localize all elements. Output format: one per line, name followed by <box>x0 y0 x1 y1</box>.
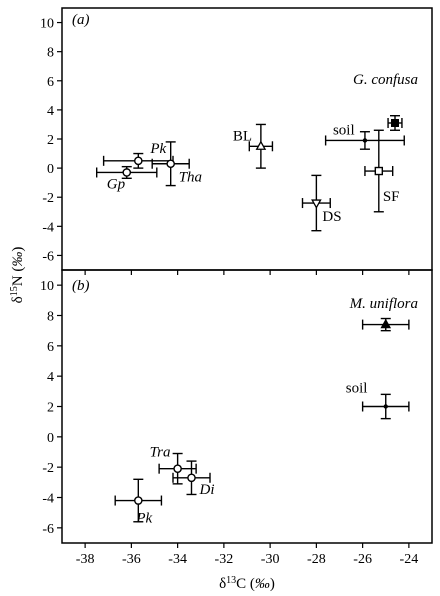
dot-marker <box>383 404 388 409</box>
triangle-marker <box>380 318 392 329</box>
y-axis-title: δ15N (‰) <box>9 247 27 304</box>
circle-marker <box>134 496 143 505</box>
y-tick-label: 0 <box>47 431 54 446</box>
y-tick-label: -6 <box>42 522 54 537</box>
x-tick-label: -32 <box>215 552 234 567</box>
x-tick-label: -36 <box>122 552 141 567</box>
y-tick-label: 2 <box>47 401 54 416</box>
data-point: SF <box>364 129 400 213</box>
x-tick-label: -34 <box>168 552 187 567</box>
panel-b-tag: (b) <box>72 278 90 294</box>
square-marker <box>391 118 399 127</box>
data-point: Tha <box>151 141 202 187</box>
data-point: Tra <box>150 445 197 485</box>
point-label: Pk <box>149 141 166 157</box>
circle-marker <box>187 473 196 483</box>
data-point: BL <box>233 123 274 169</box>
x-tick-label: -38 <box>76 552 95 567</box>
y-tick-label: 6 <box>47 75 54 90</box>
y-tick-label: 6 <box>47 340 54 355</box>
point-label: Tra <box>150 445 171 461</box>
panel-a-species: G. confusa <box>353 72 418 88</box>
y-tick-label: 10 <box>40 17 54 32</box>
y-tick-label: 2 <box>47 133 54 148</box>
data-point <box>387 115 403 131</box>
data-point: Di <box>172 460 215 498</box>
point-label: BL <box>233 128 252 144</box>
x-tick-label: -26 <box>353 552 372 567</box>
point-label: soil <box>333 122 355 138</box>
data-point: DS <box>301 174 342 232</box>
point-label: soil <box>346 381 368 397</box>
x-tick-label: -24 <box>400 552 419 567</box>
panel-a-tag: (a) <box>72 12 90 28</box>
point-label: Pk <box>135 511 152 527</box>
y-tick-label: -6 <box>42 249 54 264</box>
y-tick-label: -2 <box>42 461 54 476</box>
point-label: Tha <box>179 170 202 186</box>
data-point: Gp <box>95 165 158 192</box>
y-tick-label: -4 <box>42 220 54 235</box>
x-tick-label: -28 <box>307 552 326 567</box>
y-tick-label: 0 <box>47 162 54 177</box>
x-axis-title: δ13C (‰) <box>219 575 275 593</box>
circle-marker <box>173 464 182 473</box>
dot-marker <box>362 138 368 143</box>
data-point: Pk <box>114 478 163 527</box>
circle-marker <box>122 168 132 177</box>
y-tick-label: -4 <box>42 492 54 507</box>
data-point: soil <box>346 381 410 420</box>
x-tick-label: -30 <box>261 552 280 567</box>
panel-a-plot: -6 -4 -2 0 2 4 6 8 10 Gp Pk Tha BL DS soil SF <box>40 17 410 275</box>
y-tick-label: 4 <box>47 104 54 119</box>
triangle-marker <box>255 140 267 150</box>
data-point <box>361 317 410 332</box>
data-point: soil <box>324 122 405 150</box>
panel-b-species: M. uniflora <box>349 296 418 312</box>
y-tick-label: 8 <box>47 46 54 61</box>
y-tick-label: 4 <box>47 370 54 385</box>
square-marker <box>374 166 384 176</box>
y-tick-label: 10 <box>40 279 54 294</box>
y-tick-label: -2 <box>42 191 54 206</box>
data-point: Pk <box>102 141 174 169</box>
point-label: DS <box>322 209 341 225</box>
circle-marker <box>166 159 175 169</box>
triangle-marker <box>311 199 322 209</box>
panel-b-plot: -6 -4 -2 0 2 4 6 8 10 -38 -36 -34 -32 -30 -28 -26 -24 Tra… <box>40 279 418 567</box>
y-tick-label: 8 <box>47 310 54 325</box>
point-label: Di <box>199 482 215 498</box>
point-label: SF <box>383 189 400 205</box>
point-label: Gp <box>107 176 126 192</box>
circle-marker <box>134 156 143 166</box>
